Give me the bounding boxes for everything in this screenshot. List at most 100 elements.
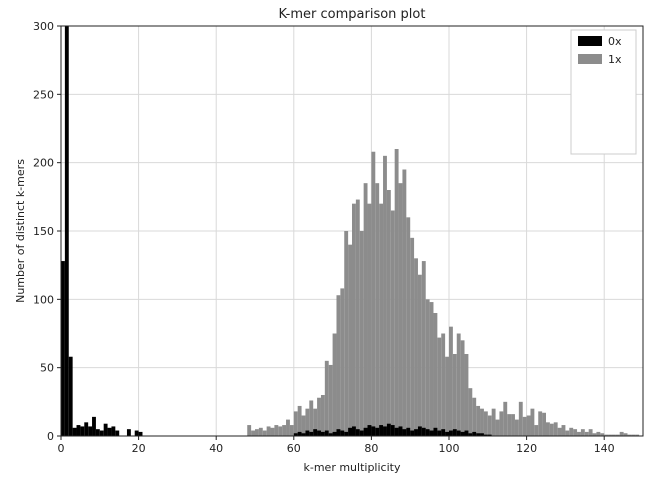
bar-0x-97 — [437, 430, 442, 436]
bar-1x-66 — [317, 397, 321, 436]
bar-0x-72 — [340, 430, 345, 436]
bar-1x-105 — [468, 388, 473, 436]
bar-0x-81 — [375, 427, 380, 436]
bar-1x-106 — [472, 397, 477, 436]
bar-0x-69 — [328, 433, 333, 436]
x-tick-label-0: 0 — [58, 442, 65, 455]
bar-0x-110 — [487, 434, 492, 436]
bar-1x-122 — [534, 425, 539, 436]
bar-0x-62 — [301, 433, 306, 436]
y-tick-label-150: 150 — [33, 225, 54, 238]
legend-label-1x: 1x — [608, 53, 622, 66]
legend: 0x 1x — [570, 29, 637, 155]
bar-0x-85 — [390, 425, 395, 436]
bar-0x-80 — [371, 426, 376, 436]
x-tick-label-140: 140 — [594, 442, 615, 455]
y-tick-label-50: 50 — [40, 362, 54, 375]
bar-1x-118 — [518, 401, 523, 436]
bar-0x-106 — [472, 431, 477, 436]
bar-1x-93 — [421, 261, 426, 436]
bar-1x-81 — [375, 183, 380, 436]
bar-0x-6 — [84, 422, 89, 436]
bar-0x-5 — [80, 426, 85, 436]
bar-0x-65 — [313, 429, 318, 436]
bar-1x-126 — [549, 423, 554, 436]
bar-1x-137 — [592, 433, 597, 436]
bar-1x-59 — [289, 425, 294, 436]
bar-0x-92 — [417, 426, 422, 436]
bar-1x-79 — [367, 203, 372, 436]
bar-1x-146 — [627, 434, 632, 436]
bar-1x-141 — [608, 434, 612, 436]
bar-0x-67 — [320, 431, 325, 436]
bar-0x-11 — [103, 423, 108, 436]
bar-0x-60 — [293, 433, 298, 436]
bar-1x-139 — [600, 433, 605, 436]
bar-1x-96 — [433, 313, 438, 436]
bar-0x-86 — [394, 427, 399, 436]
bar-1x-101 — [452, 354, 457, 436]
bar-1x-138 — [596, 431, 601, 436]
bar-0x-75 — [352, 426, 356, 436]
bar-0x-102 — [456, 430, 461, 436]
bar-1x-99 — [445, 356, 449, 436]
bar-0x-96 — [433, 427, 438, 436]
bar-1x-144 — [619, 431, 624, 436]
bar-0x-64 — [309, 431, 314, 436]
bar-1x-67 — [320, 395, 325, 436]
bar-1x-70 — [332, 333, 337, 436]
bar-0x-87 — [398, 426, 403, 436]
bar-0x-94 — [425, 429, 430, 436]
bar-1x-102 — [456, 333, 461, 436]
bar-1x-147 — [631, 434, 636, 436]
bar-0x-10 — [99, 430, 104, 436]
bar-1x-73 — [344, 231, 349, 436]
bar-0x-13 — [111, 426, 116, 436]
bar-1x-142 — [611, 434, 616, 436]
bar-1x-100 — [449, 326, 453, 436]
bar-1x-86 — [394, 149, 399, 436]
bar-0x-98 — [441, 429, 446, 436]
x-axis-ticks: 0 20 40 60 80 100 120 140 — [58, 436, 615, 455]
bar-0x-76 — [355, 429, 360, 436]
bar-0x-99 — [445, 431, 449, 436]
bar-0x-82 — [379, 425, 384, 436]
bar-1x-103 — [460, 340, 465, 436]
bar-1x-71 — [336, 295, 341, 436]
bar-0x-78 — [363, 427, 368, 436]
bar-1x-111 — [491, 408, 496, 436]
bar-1x-51 — [258, 427, 263, 436]
y-axis-ticks: 0 50 100 150 200 250 300 — [33, 20, 61, 443]
bar-0x-109 — [483, 434, 488, 436]
bar-1x-69 — [328, 364, 333, 436]
bar-0x-104 — [464, 430, 469, 436]
bar-1x-145 — [623, 433, 628, 436]
bar-1x-85 — [390, 210, 395, 436]
bar-0x-70 — [332, 431, 337, 436]
bar-1x-52 — [262, 430, 267, 436]
bar-0x-71 — [336, 429, 341, 436]
x-tick-label-40: 40 — [209, 442, 223, 455]
bar-1x-84 — [386, 190, 391, 436]
bar-1x-76 — [355, 199, 360, 436]
bar-0x-68 — [324, 430, 329, 436]
bar-0x-101 — [452, 429, 457, 436]
bar-1x-129 — [561, 425, 566, 436]
bar-1x-116 — [511, 414, 515, 436]
bar-1x-48 — [247, 425, 252, 436]
bar-1x-110 — [487, 415, 492, 436]
x-tick-label-100: 100 — [439, 442, 460, 455]
bar-0x-108 — [480, 433, 484, 436]
legend-swatch-0x — [578, 36, 602, 46]
bar-0x-95 — [429, 430, 434, 436]
bar-1x-64 — [309, 400, 314, 436]
bar-1x-89 — [406, 217, 411, 436]
bar-0x-1 — [64, 26, 69, 436]
y-tick-label-100: 100 — [33, 293, 54, 306]
bar-1x-97 — [437, 337, 442, 436]
bar-1x-112 — [495, 419, 500, 436]
bar-1x-104 — [464, 354, 469, 436]
bar-0x-83 — [383, 426, 387, 436]
bar-0x-89 — [406, 427, 411, 436]
